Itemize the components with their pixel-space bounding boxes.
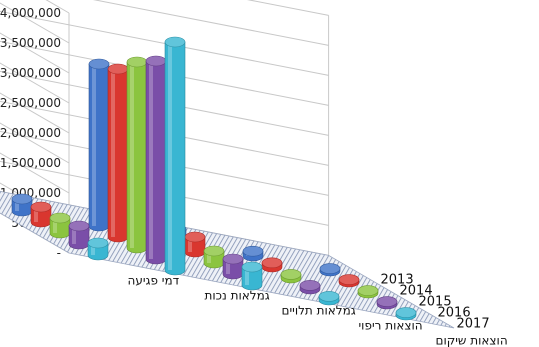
series-label: 2017 [457,317,490,332]
bar-highlight [207,251,211,263]
bar-top [30,201,52,213]
bar-top [376,296,398,307]
bar-2015-4 [357,285,379,299]
bar-top [126,56,148,68]
bar-top [203,245,225,257]
y-tick-label: 2,000,000 [0,126,61,140]
bar-2015-1 [126,56,148,254]
bar-2015-2 [203,245,225,269]
bar-highlight [91,243,95,255]
bar-top [242,245,264,257]
bar-top [357,285,379,296]
bar-2013-3 [242,245,264,262]
bar-top [87,237,109,249]
bar-2016-4 [376,296,398,310]
bar-2013-1 [88,58,110,232]
bar-2014-1 [107,63,129,243]
bar-top [338,274,360,285]
bar-top [145,55,167,67]
bar-highlight [72,226,76,244]
bar-2013-4 [319,263,341,277]
bar-top [11,193,33,205]
bar-top [395,307,417,318]
bar-2014-4 [338,274,360,288]
bar-2017-2 [241,261,263,291]
bar-2017-1 [164,36,186,276]
bar-2016-1 [145,55,167,265]
category-label: גמלאות תלויים [282,304,356,318]
bar-top [241,261,263,273]
bar-highlight [226,259,230,274]
bar-highlight [168,42,172,270]
bar-top [318,291,340,302]
bar-2014-0 [30,201,52,228]
gridline [0,130,329,196]
bar-top [280,269,302,280]
y-tick-label: 3,500,000 [0,36,61,50]
y-tick-label: 3,000,000 [0,66,61,80]
bar-top [88,58,110,70]
series-label: 2016 [438,306,471,321]
bar-top [319,263,341,274]
bar-top [107,63,129,75]
bar-top [49,212,71,224]
bar-2017-4 [395,307,417,321]
bars [11,36,417,321]
gridline [0,70,329,136]
bar-highlight [245,267,249,285]
bar-2017-0 [87,237,109,261]
gridline [0,10,329,76]
bar-2015-0 [49,212,71,239]
category-label: הוצאות שיקום [436,334,508,347]
gridline [0,100,329,166]
bar-highlight [149,61,153,259]
bar-top [68,220,90,232]
bar-2015-3 [280,269,302,284]
bar-2014-3 [261,257,283,273]
bar-highlight [92,64,96,226]
bar-top [184,231,206,243]
bar-highlight [188,237,192,252]
bar-2016-3 [299,280,321,295]
bar-highlight [111,69,115,237]
y-axis-ticks: -500,0001,000,0001,500,0002,000,0002,500… [0,6,61,260]
bar-top [299,280,321,291]
y-tick-label: 4,000,000 [0,6,61,20]
bar-top [222,253,244,265]
bar-top [164,36,186,48]
y-tick-label: 1,500,000 [0,156,61,170]
category-label: הוצאות ריפוי [359,319,423,333]
category-label: גמלאות נכות [205,289,270,303]
category-label: דמי פגיעה [128,274,180,288]
bar-2017-3 [318,291,340,306]
bar-2016-2 [222,253,244,280]
bar-2014-2 [184,231,206,258]
series-label: 2014 [400,284,433,299]
series-label: 2013 [381,273,414,288]
bar-highlight [15,199,19,211]
bar-top [261,257,283,269]
y-tick-label: - [57,246,61,260]
gridline [0,40,329,106]
bar-highlight [34,207,38,222]
series-label: 2015 [419,295,452,310]
gridline [0,0,329,46]
y-tick-label: 2,500,000 [0,96,61,110]
bar-highlight [53,218,57,233]
bar-2013-0 [11,193,33,217]
bar-highlight [130,62,134,248]
bar-2016-0 [68,220,90,250]
